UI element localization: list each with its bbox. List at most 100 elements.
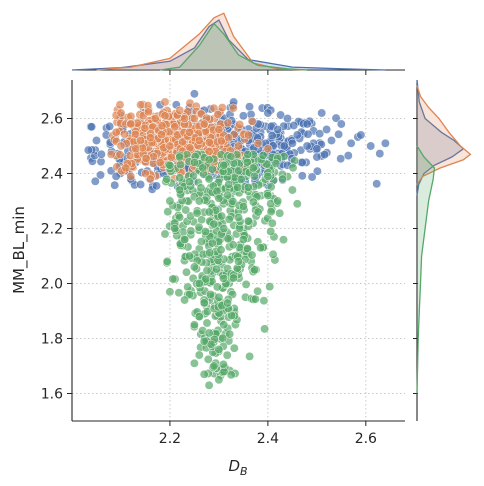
scatter-point (235, 120, 245, 129)
scatter-point (331, 113, 341, 123)
right-kde-fill (417, 146, 435, 394)
scatter-point (131, 144, 141, 154)
scatter-point (229, 343, 239, 353)
scatter-point (297, 171, 307, 181)
scatter-point (216, 136, 226, 146)
scatter-point (105, 121, 115, 131)
scatter-point (116, 141, 126, 151)
scatter-point (207, 238, 217, 248)
scatter-point (199, 119, 209, 129)
scatter-point (214, 292, 224, 302)
scatter-point (189, 262, 199, 272)
scatter-point (288, 163, 298, 173)
scatter-point (214, 345, 224, 354)
marginal-right-kde (416, 79, 472, 421)
scatter-point (222, 350, 232, 360)
scatter-point (165, 196, 175, 206)
scatter-point (312, 144, 322, 154)
scatter-point (175, 160, 185, 170)
scatter-point (380, 138, 390, 148)
scatter-point (267, 131, 277, 141)
scatter-point (245, 351, 255, 361)
scatter-point (136, 180, 146, 189)
scatter-point (83, 145, 93, 155)
scatter-point (253, 138, 263, 148)
scatter-point (194, 196, 204, 206)
scatter-point (194, 279, 204, 288)
scatter-point (149, 152, 158, 162)
x-tick-label: 2.2 (159, 431, 181, 447)
scatter-point (219, 320, 229, 330)
scatter-point (110, 180, 120, 190)
scatter-point (343, 151, 353, 161)
scatter-point (205, 248, 215, 258)
right-kde-fill (417, 80, 464, 196)
scatter-point (92, 136, 101, 145)
scatter-point (218, 359, 228, 369)
scatter-point (87, 122, 97, 132)
scatter-point (212, 282, 222, 292)
scatter-point (126, 119, 136, 129)
scatter-point (245, 102, 254, 112)
scatter-point (192, 208, 202, 218)
y-tick-label: 2.2 (41, 222, 63, 238)
scatter-point (250, 294, 260, 304)
scatter-point (224, 133, 234, 143)
scatter-point (155, 158, 165, 167)
scatter-point (234, 213, 243, 222)
scatter-point (116, 108, 126, 118)
scatter-point (243, 182, 253, 192)
scatter-point (278, 174, 288, 184)
scatter-point (292, 130, 302, 140)
scatter-point (334, 129, 344, 139)
scatter-point (366, 141, 376, 151)
scatter-point (160, 111, 170, 121)
y-tick-label: 2.6 (41, 112, 63, 128)
scatter-point (224, 214, 234, 224)
scatter-point (283, 114, 292, 123)
scatter-point (250, 265, 260, 275)
scatter-point (194, 350, 204, 360)
scatter-point (204, 137, 214, 147)
scatter-point (243, 216, 253, 226)
scatter-point (228, 103, 238, 113)
scatter-point (165, 287, 175, 297)
scatter-point (247, 250, 257, 260)
scatter-point (327, 136, 336, 145)
scatter-point (375, 149, 385, 159)
top-kde-line (71, 19, 386, 71)
scatter-point (238, 235, 248, 244)
y-tick-label: 2.0 (41, 277, 63, 293)
scatter-point (202, 318, 212, 328)
scatter-point (217, 103, 227, 113)
scatter-point (141, 153, 151, 163)
scatter-point (302, 141, 312, 151)
scatter-point (174, 288, 184, 298)
scatter-point (175, 152, 185, 162)
scatter-point (317, 108, 327, 118)
scatter-point (312, 152, 322, 162)
scatter-point (303, 129, 313, 139)
y-tick-label: 1.8 (41, 332, 63, 348)
scatter-point (136, 100, 146, 110)
scatter-point (204, 155, 214, 165)
scatter-point (234, 141, 243, 151)
scatter-point (175, 173, 185, 183)
scatter-point (241, 279, 251, 289)
scatter-point (111, 171, 121, 181)
right-kde-line (416, 145, 436, 394)
scatter-point (263, 108, 273, 118)
scatter-point (106, 149, 116, 159)
scatter-point (307, 172, 317, 182)
scatter-point (157, 130, 166, 140)
scatter-point (160, 97, 170, 107)
scatter-point (259, 296, 269, 306)
scatter-point (223, 234, 233, 244)
y-axis-title: MM_BL_min (10, 206, 29, 294)
scatter-point (175, 185, 185, 195)
scatter-point (150, 114, 160, 123)
scatter-point (204, 380, 214, 390)
scatter-point (203, 354, 213, 364)
